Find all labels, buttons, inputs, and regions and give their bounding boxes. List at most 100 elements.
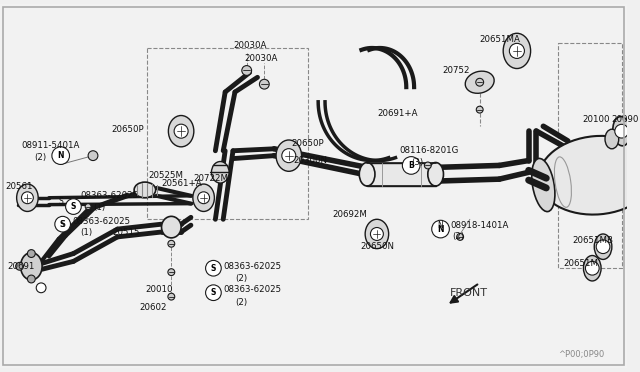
Ellipse shape [584, 256, 601, 281]
Ellipse shape [605, 129, 619, 149]
Text: 20515: 20515 [113, 228, 140, 237]
Circle shape [168, 240, 175, 247]
Circle shape [174, 124, 188, 138]
Text: 20300N: 20300N [294, 156, 328, 165]
Circle shape [596, 240, 610, 254]
Circle shape [205, 260, 221, 276]
Ellipse shape [161, 217, 181, 238]
Ellipse shape [276, 140, 301, 171]
Text: 20561: 20561 [5, 182, 33, 190]
Circle shape [88, 151, 98, 161]
Text: 08363-62025: 08363-62025 [80, 191, 138, 200]
Circle shape [198, 192, 209, 204]
Circle shape [403, 157, 420, 174]
Circle shape [15, 262, 24, 270]
Text: 08116-8201G: 08116-8201G [399, 146, 459, 155]
Ellipse shape [359, 163, 375, 186]
Text: 20525M: 20525M [149, 171, 184, 180]
Text: 20010: 20010 [145, 285, 172, 294]
Ellipse shape [211, 161, 229, 183]
Text: ^P00;0P90: ^P00;0P90 [558, 350, 604, 359]
Text: 20650P: 20650P [292, 140, 324, 148]
Circle shape [205, 285, 221, 301]
Text: (1): (1) [80, 228, 92, 237]
Bar [367, 163, 436, 186]
Text: (2): (2) [35, 153, 46, 162]
Circle shape [85, 203, 91, 209]
Text: S: S [211, 288, 216, 297]
Text: (1): (1) [93, 203, 105, 212]
Text: S: S [60, 220, 65, 229]
Circle shape [168, 293, 175, 300]
Text: N: N [437, 225, 444, 234]
Text: 20691: 20691 [8, 262, 35, 271]
Text: N: N [58, 151, 64, 160]
Text: 20752: 20752 [442, 66, 470, 75]
Ellipse shape [134, 182, 156, 198]
Ellipse shape [17, 184, 38, 211]
Text: 08363-62025: 08363-62025 [72, 217, 131, 226]
Text: 20650N: 20650N [360, 242, 394, 251]
Ellipse shape [539, 136, 640, 215]
Circle shape [432, 220, 449, 238]
Text: N: N [438, 221, 444, 230]
Circle shape [168, 269, 175, 276]
Text: (2): (2) [235, 273, 247, 282]
Text: 20100: 20100 [582, 115, 610, 124]
Circle shape [282, 149, 296, 163]
Ellipse shape [503, 33, 531, 68]
Text: 20691+A: 20691+A [377, 109, 417, 118]
Text: 20030A: 20030A [233, 41, 266, 49]
Text: 20651M: 20651M [563, 259, 598, 268]
Text: 20602: 20602 [139, 303, 166, 312]
Text: 20090: 20090 [611, 115, 638, 124]
Circle shape [55, 217, 70, 232]
Bar [558, 43, 621, 268]
Text: (3): (3) [411, 158, 423, 167]
Circle shape [65, 199, 81, 214]
Circle shape [36, 283, 46, 293]
Ellipse shape [168, 116, 194, 147]
Ellipse shape [465, 71, 494, 93]
Text: S: S [60, 220, 65, 229]
Text: 20692M: 20692M [333, 210, 368, 219]
Text: S: S [211, 264, 216, 273]
Text: 20722M: 20722M [194, 174, 229, 183]
Text: 08363-62025: 08363-62025 [223, 262, 282, 271]
Circle shape [615, 124, 628, 138]
Ellipse shape [365, 219, 388, 248]
Circle shape [28, 250, 35, 257]
Circle shape [259, 79, 269, 89]
Text: S: S [58, 197, 63, 206]
Circle shape [586, 262, 599, 275]
Circle shape [242, 65, 252, 76]
Circle shape [457, 234, 463, 240]
Text: 20030A: 20030A [244, 54, 278, 63]
Circle shape [509, 44, 524, 58]
Text: 20650P: 20650P [111, 125, 144, 134]
Text: S: S [71, 202, 76, 211]
Circle shape [424, 162, 431, 169]
Text: B: B [408, 161, 414, 170]
Circle shape [52, 147, 70, 164]
Ellipse shape [532, 158, 555, 212]
Circle shape [371, 228, 383, 240]
Ellipse shape [594, 234, 612, 259]
Circle shape [28, 275, 35, 283]
Text: 20651MB: 20651MB [573, 236, 614, 245]
Text: 08363-62025: 08363-62025 [223, 285, 282, 294]
Text: 08918-1401A: 08918-1401A [451, 221, 509, 230]
Text: 08911-5401A: 08911-5401A [22, 141, 80, 150]
Text: 20561+A: 20561+A [161, 179, 202, 187]
Circle shape [22, 192, 33, 204]
Text: 20651MA: 20651MA [480, 35, 520, 44]
Ellipse shape [20, 253, 42, 280]
Ellipse shape [637, 141, 640, 185]
Ellipse shape [193, 184, 214, 211]
Bar [147, 48, 308, 219]
Ellipse shape [428, 163, 444, 186]
Text: FRONT: FRONT [451, 288, 488, 298]
Circle shape [476, 78, 484, 86]
Text: (2): (2) [452, 232, 465, 241]
Text: (2): (2) [235, 298, 247, 307]
